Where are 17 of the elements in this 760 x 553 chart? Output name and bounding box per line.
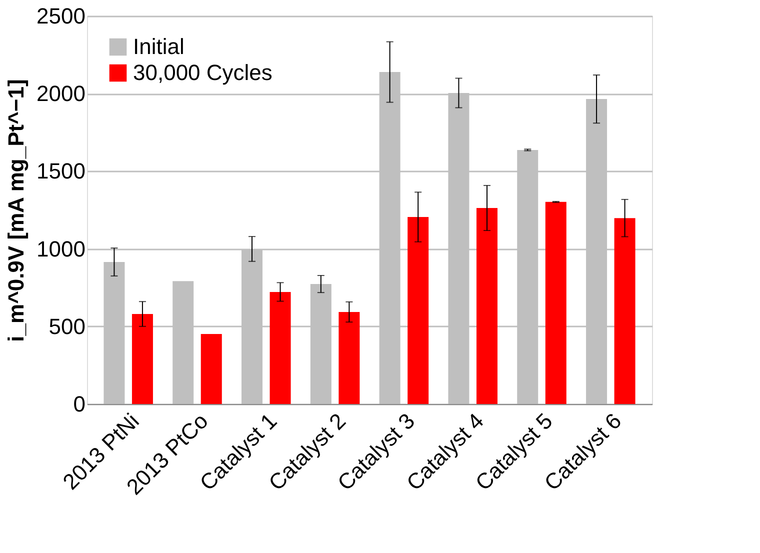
y-axis-title: i_m^0.9V [mA mg_Pt^−1] [4, 79, 29, 342]
bar [476, 208, 498, 404]
y-tick-label: 500 [48, 314, 86, 339]
y-tick-label: 1500 [36, 158, 86, 184]
legend-label: 30,000 Cycles [133, 60, 272, 85]
bar [408, 216, 429, 404]
y-tick-label: 0 [73, 392, 86, 416]
bar [132, 314, 153, 404]
y-tick-label: 1000 [36, 236, 86, 262]
y-tick-label: 2500 [36, 4, 86, 28]
bar [614, 218, 636, 404]
bar [338, 312, 360, 404]
bar [200, 334, 222, 404]
bar [545, 202, 566, 404]
legend-label: Initial [133, 34, 184, 59]
bar [270, 292, 291, 404]
y-tick-label: 2000 [36, 81, 86, 106]
